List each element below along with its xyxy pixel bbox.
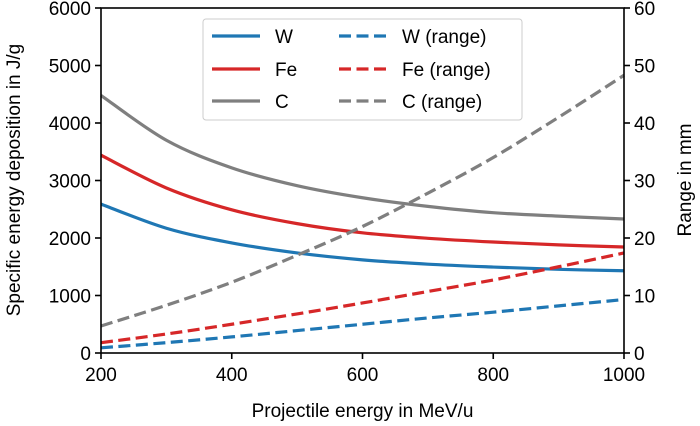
x-tick-label: 200 xyxy=(85,365,117,386)
x-tick-label: 600 xyxy=(347,365,379,386)
series-line-c-range xyxy=(100,73,625,328)
y-tick-label: 5000 xyxy=(49,57,91,78)
y2-tick-label: 50 xyxy=(634,57,655,78)
y2-tick-label: 60 xyxy=(634,0,655,20)
series-line-w xyxy=(100,202,625,273)
series-lines xyxy=(100,73,625,350)
y-tick-label: 3000 xyxy=(49,172,91,193)
y-tick-label: 4000 xyxy=(49,114,91,135)
legend-label: Fe xyxy=(275,60,297,81)
y2-tick-label: 10 xyxy=(634,287,655,308)
x-tick-label: 400 xyxy=(216,365,248,386)
legend-label: C xyxy=(275,92,289,113)
series-line-fe-range xyxy=(100,251,625,345)
series-line-w-range xyxy=(100,297,625,350)
legend-label: Fe (range) xyxy=(402,60,491,81)
axis-ticks: 200 400 600 800 1000010002000300040005000600… xyxy=(49,0,655,386)
y-tick-label: 2000 xyxy=(49,229,91,250)
y2-tick-label: 20 xyxy=(634,229,655,250)
y2-tick-label: 30 xyxy=(634,172,655,193)
y-tick-label: 1000 xyxy=(49,287,91,308)
y-axis-label: Specific energy deposition in J/g xyxy=(4,44,25,317)
legend: W Fe C W (range) Fe (range) C (range) xyxy=(202,18,523,121)
x-tick-label: 1000 xyxy=(603,365,645,386)
x-axis-label: Projectile energy in MeV/u xyxy=(252,401,474,422)
series-line-fe xyxy=(100,153,625,249)
series-line-c xyxy=(100,94,625,221)
y-tick-label: 0 xyxy=(80,344,91,365)
y2-tick-label: 40 xyxy=(634,114,655,135)
legend-label: W (range) xyxy=(402,27,486,48)
y2-tick-label: 0 xyxy=(634,344,645,365)
legend-label: C (range) xyxy=(402,92,482,113)
legend-label: W xyxy=(275,27,293,48)
x-tick-label: 800 xyxy=(477,365,509,386)
y2-axis-label: Range in mm xyxy=(675,124,696,237)
y-tick-label: 6000 xyxy=(49,0,91,20)
